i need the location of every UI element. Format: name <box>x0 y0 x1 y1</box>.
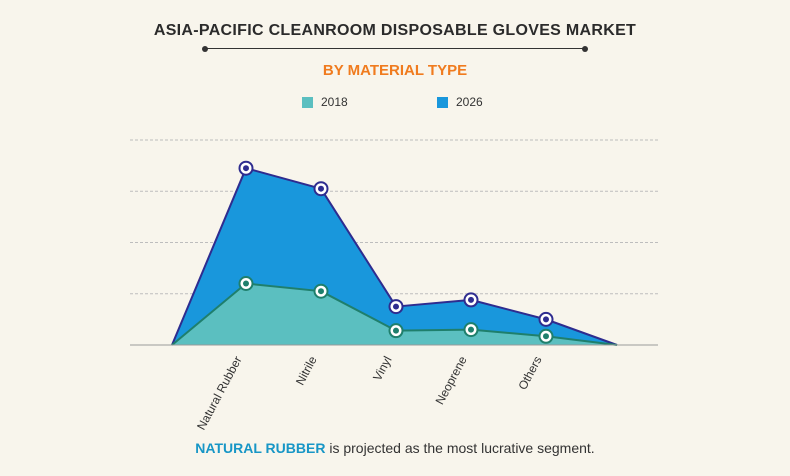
legend-swatch-2018 <box>302 96 313 108</box>
data-point-core-2018 <box>318 288 324 295</box>
legend-swatch-2026 <box>437 96 448 108</box>
data-point-core-2026 <box>243 165 249 172</box>
footnote: NATURAL RUBBER is projected as the most … <box>0 440 790 456</box>
data-point-core-2026 <box>468 296 474 303</box>
data-point-core-2026 <box>393 303 399 310</box>
chart-title: ASIA-PACIFIC CLEANROOM DISPOSABLE GLOVES… <box>153 22 637 39</box>
legend: 2018 2026 <box>0 95 790 111</box>
legend-item-2026: 2026 <box>437 95 483 109</box>
footnote-text: is projected as the most lucrative segme… <box>325 440 595 456</box>
chart-subtitle: BY MATERIAL TYPE <box>322 62 468 79</box>
title-divider <box>202 45 588 52</box>
data-point-core-2026 <box>543 316 549 323</box>
data-point-core-2018 <box>243 280 249 287</box>
data-point-core-2018 <box>543 333 549 340</box>
x-tick-label: Vinyl <box>370 354 394 383</box>
legend-label-2018: 2018 <box>321 95 348 109</box>
x-tick-label: Neoprene <box>433 354 470 407</box>
x-tick-label: Natural Rubber <box>194 354 245 432</box>
data-point-core-2018 <box>393 327 399 334</box>
legend-label-2026: 2026 <box>456 95 483 109</box>
footnote-highlight: NATURAL RUBBER <box>195 440 326 456</box>
series-area-2018 <box>172 283 617 345</box>
x-tick-label: Others <box>515 354 544 392</box>
legend-item-2018: 2018 <box>302 95 348 109</box>
data-point-core-2018 <box>468 326 474 333</box>
x-tick-label: Nitrile <box>293 354 320 388</box>
data-point-core-2026 <box>318 185 324 192</box>
